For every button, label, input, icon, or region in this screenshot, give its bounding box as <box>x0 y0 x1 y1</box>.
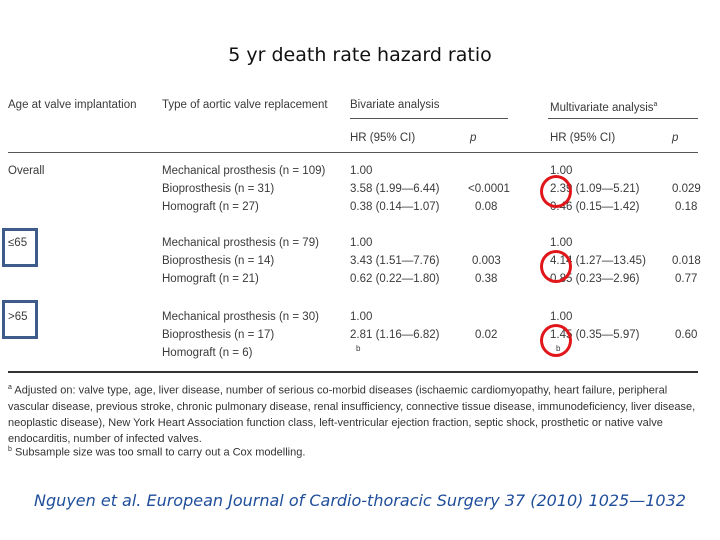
header-multi-hr: HR (95% CI) <box>550 132 616 144</box>
table-cell: 0.029 <box>672 183 701 195</box>
table-cell: 1.00 <box>550 165 573 177</box>
table-cell: 0.62 (0.22—1.80) <box>350 273 440 285</box>
table-cell: 0.77 <box>675 273 698 285</box>
table-cell: Bioprosthesis (n = 31) <box>162 183 275 195</box>
table-cell: 2.39 (1.09—5.21) <box>550 183 640 195</box>
hazard-ratio-table: Age at valve implantation Type of aortic… <box>0 88 701 463</box>
table-cell: 1.00 <box>350 165 373 177</box>
citation: Nguyen et al. European Journal of Cardio… <box>34 491 686 510</box>
table-cell: Homograft (n = 27) <box>162 201 259 213</box>
table-cell: Bioprosthesis (n = 14) <box>162 255 275 267</box>
table-cell: 0.38 (0.14—1.07) <box>350 201 440 213</box>
table-cell: 0.02 <box>475 329 498 341</box>
highlight-circle-gt65 <box>540 324 572 357</box>
table-cell: Mechanical prosthesis (n = 109) <box>162 165 326 177</box>
table-cell: 1.00 <box>350 311 373 323</box>
table-cell: 3.43 (1.51—7.76) <box>350 255 440 267</box>
bivariate-underline <box>350 118 508 119</box>
table-cell: Bioprosthesis (n = 17) <box>162 329 275 341</box>
header-multivariate: Multivariate analysisa <box>550 101 658 114</box>
table-cell: 3.58 (1.99—6.44) <box>350 183 440 195</box>
group-label-gt65: >65 <box>8 311 28 323</box>
table-cell: 0.38 <box>475 273 498 285</box>
table-cell: 0.46 (0.15—1.42) <box>550 201 640 213</box>
table-cell: 1.00 <box>550 311 573 323</box>
table-cell: 1.00 <box>350 237 373 249</box>
table-cell: 4.14 (1.27—13.45) <box>550 255 646 267</box>
table-cell: 0.60 <box>675 329 698 341</box>
header-type: Type of aortic valve replacement <box>162 99 328 111</box>
table-cell: 2.81 (1.16—6.82) <box>350 329 440 341</box>
table-cell: Homograft (n = 21) <box>162 273 259 285</box>
header-bivariate: Bivariate analysis <box>350 99 440 111</box>
highlight-box-le65 <box>2 228 38 267</box>
multivariate-underline <box>548 118 698 119</box>
table-cell: 0.018 <box>672 255 701 267</box>
header-bi-hr: HR (95% CI) <box>350 132 416 144</box>
table-cell: <0.0001 <box>468 183 510 195</box>
table-cell: 0.85 (0.23—2.96) <box>550 273 640 285</box>
highlight-box-gt65 <box>2 300 38 339</box>
table-cell: Mechanical prosthesis (n = 79) <box>162 237 319 249</box>
group-label-overall: Overall <box>8 165 45 177</box>
table-cell: b <box>356 344 361 353</box>
header-age: Age at valve implantation <box>8 99 137 111</box>
table-cell: 1.45 (0.35—5.97) <box>550 329 640 341</box>
table-cell: 0.18 <box>675 201 698 213</box>
table-cell: 1.00 <box>550 237 573 249</box>
highlight-circle-overall <box>540 175 572 208</box>
table-cell: Homograft (n = 6) <box>162 347 253 359</box>
header-divider <box>8 152 698 153</box>
table-cell: Mechanical prosthesis (n = 30) <box>162 311 319 323</box>
slide-title: 5 yr death rate hazard ratio <box>228 44 492 66</box>
group-label-le65: ≤65 <box>8 237 28 249</box>
table-cell: 0.08 <box>475 201 498 213</box>
table-bottom-rule <box>8 371 698 373</box>
header-bi-p: p <box>470 132 477 144</box>
footnote-a: a Adjusted on: valve type, age, liver di… <box>8 384 696 445</box>
footnote-b: b Subsample size was too small to carry … <box>8 446 306 459</box>
header-multi-p: p <box>672 132 679 144</box>
table-cell: 0.003 <box>472 255 501 267</box>
highlight-circle-le65 <box>540 250 572 283</box>
